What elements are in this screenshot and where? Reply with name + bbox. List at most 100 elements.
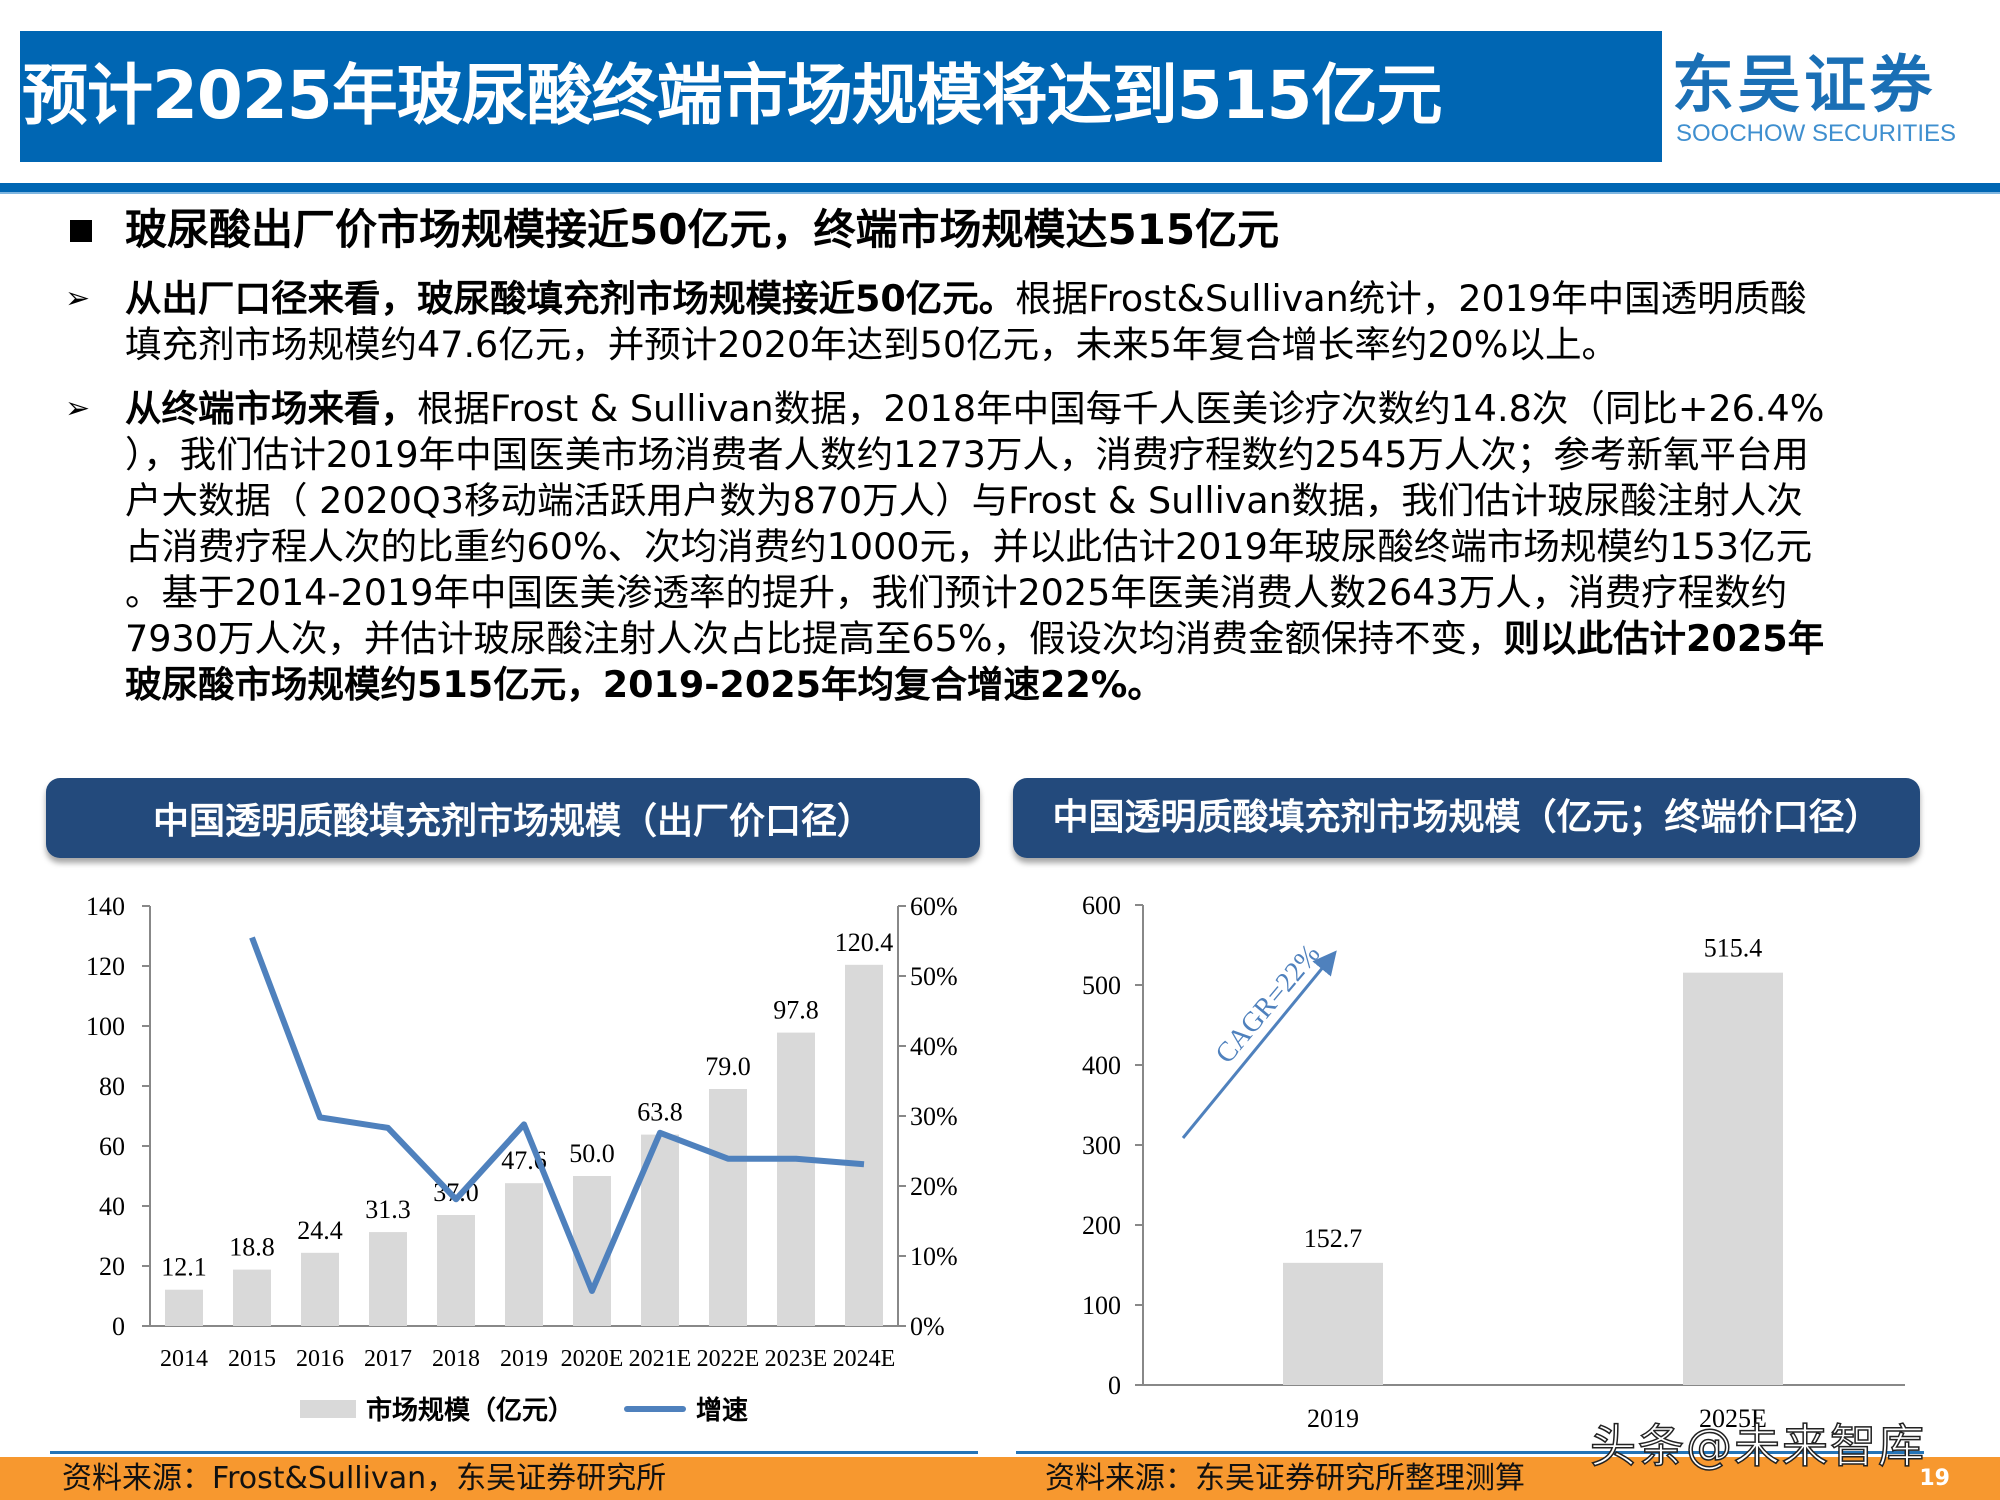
company-logo-cn: 东吴证券	[1672, 48, 1937, 121]
bar	[777, 1032, 815, 1326]
right-chart-plot: 0 100 200 300 400 500 600 152.7 2019 515.4 2025E CA…	[1082, 891, 1905, 1433]
bar	[301, 1252, 339, 1326]
y-tick-label: 40	[99, 1192, 125, 1221]
square-bullet-icon	[70, 220, 92, 242]
y-tick-label: 80	[99, 1072, 125, 1101]
right-source-note: 资料来源：东吴证券研究所整理测算	[1045, 1461, 1525, 1496]
bar-value-label: 18.8	[229, 1233, 275, 1262]
bullet2-line6: 7930万人次，并估计玻尿酸注射人次占比提高至65%，假设次均消费金额保持不变，	[125, 617, 1504, 660]
legend-bar-swatch-icon	[300, 1399, 356, 1418]
x-tick-label: 2019	[1307, 1404, 1359, 1433]
y2-tick-label: 0%	[910, 1312, 945, 1341]
y-tick-label: 300	[1082, 1131, 1121, 1160]
arrow-bullet-icon: ➢	[65, 281, 91, 316]
legend-line-label: 增速	[696, 1396, 749, 1426]
x-tick-label: 2019	[500, 1346, 548, 1372]
y-tick-label: 60	[99, 1132, 125, 1161]
section-heading: 玻尿酸出厂价市场规模接近50亿元，终端市场规模达515亿元	[125, 205, 1280, 254]
watermark: 头条@未来智库	[1589, 1418, 1926, 1474]
bullet2-bold: 从终端市场来看，	[125, 387, 417, 430]
left-chart-legend: 市场规模（亿元） 增速	[300, 1390, 748, 1427]
bar	[573, 1176, 611, 1326]
y-tick-label: 600	[1082, 891, 1121, 920]
header-divider	[0, 183, 2000, 192]
bullet2-line4: 占消费疗程人次的比重约60%、次均消费约1000元，并以此估计2019年玻尿酸终…	[125, 525, 1813, 568]
bullet-paragraph-2: 从终端市场来看，根据Frost & Sullivan数据，2018年中国每千人医…	[125, 386, 1925, 708]
x-tick-label: 2025E	[1699, 1404, 1767, 1433]
bullet1-bold: 从出厂口径来看，玻尿酸填充剂市场规模接近50亿元。	[125, 277, 1016, 320]
bar-value-label: 120.4	[835, 928, 894, 957]
right-bar-chart: 0 100 200 300 400 500 600 152.7 2019 515.4 2025E CA…	[1082, 891, 1905, 1433]
legend-line-swatch-icon	[624, 1405, 687, 1412]
bullet2-line2: ），我们估计2019年中国医美市场消费者人数约1273万人，消费疗程数约2545…	[125, 433, 1809, 476]
right-source-divider	[1016, 1451, 1924, 1454]
footer-band	[0, 1457, 2000, 1500]
bar	[845, 964, 883, 1326]
bar-value-label: 97.8	[773, 996, 819, 1025]
bar-value-label: 50.0	[569, 1139, 615, 1168]
bullet2-line7-bold: 玻尿酸市场规模约515亿元，2019-2025年均复合增速22%。	[125, 663, 1164, 706]
right-chart-title: 中国透明质酸填充剂市场规模（亿元；终端价口径）	[1013, 778, 1920, 858]
y-tick-label: 200	[1082, 1211, 1121, 1240]
company-logo-en: SOOCHOW SECURITIES	[1676, 120, 1957, 147]
bar	[369, 1232, 407, 1326]
header-divider-light	[0, 192, 2000, 194]
arrow-bullet-icon: ➢	[65, 391, 91, 426]
bar	[505, 1183, 543, 1326]
y2-tick-label: 30%	[910, 1102, 958, 1131]
bullet2-line5: 。基于2014-2019年中国医美渗透率的提升，我们预计2025年医美消费人数2…	[125, 571, 1788, 614]
page-number: 19	[1919, 1466, 1950, 1491]
x-tick-label: 2016	[296, 1346, 344, 1372]
x-tick-label: 2017	[364, 1346, 412, 1372]
cagr-annotation: CAGR=22%	[1210, 939, 1327, 1070]
bar-value-label: 152.7	[1304, 1224, 1363, 1253]
x-tick-label: 2022E	[697, 1346, 760, 1372]
page-title: 预计2025年玻尿酸终端市场规模将达到515亿元	[22, 57, 1442, 134]
title-bar	[20, 31, 1662, 162]
bar-value-label: 63.8	[637, 1098, 683, 1127]
bullet-paragraph-1: 从出厂口径来看，玻尿酸填充剂市场规模接近50亿元。根据Frost&Sulliva…	[125, 276, 1925, 368]
bar	[709, 1089, 747, 1326]
x-tick-label: 2021E	[629, 1346, 692, 1372]
cagr-arrow-icon	[1181, 950, 1337, 1139]
y2-tick-label: 60%	[910, 892, 958, 921]
bar	[1683, 972, 1783, 1385]
bar-value-label: 24.4	[297, 1216, 343, 1245]
y-tick-label: 0	[112, 1312, 125, 1341]
bar	[233, 1269, 271, 1326]
bullet2-line6-bold: 则以此估计2025年	[1503, 617, 1825, 660]
y-tick-label: 500	[1082, 971, 1121, 1000]
y2-tick-label: 50%	[910, 962, 958, 991]
bullet1-line2: 填充剂市场规模约47.6亿元，并预计2020年达到50亿元，未来5年复合增长率约…	[125, 323, 1618, 366]
left-source-note: 资料来源：Frost&Sullivan，东吴证券研究所	[62, 1461, 667, 1496]
left-chart-title: 中国透明质酸填充剂市场规模（出厂价口径）	[46, 778, 980, 858]
left-combo-chart: 0 20 40 60 80 100 120 140 0% 10% 20% 30% 40% 50% 60% 12…	[86, 892, 958, 1372]
y2-tick-label: 20%	[910, 1172, 958, 1201]
y-tick-label: 20	[99, 1252, 125, 1281]
y2-tick-label: 40%	[910, 1032, 958, 1061]
x-tick-label: 2020E	[561, 1346, 624, 1372]
y-tick-label: 400	[1082, 1051, 1121, 1080]
bar	[165, 1289, 203, 1326]
y-tick-label: 0	[1108, 1371, 1121, 1400]
left-chart-plot: 0 20 40 60 80 100 120 140 0% 10% 20% 30% 40% 50% 60% 12…	[86, 892, 958, 1372]
bar	[1283, 1262, 1383, 1385]
y-tick-label: 120	[86, 952, 125, 981]
x-tick-label: 2023E	[765, 1346, 828, 1372]
bullet1-text: 根据Frost&Sullivan统计，2019年中国透明质酸	[1015, 277, 1807, 320]
bar	[437, 1215, 475, 1326]
y-tick-label: 100	[1082, 1291, 1121, 1320]
bar-value-label: 515.4	[1704, 934, 1763, 963]
x-tick-label: 2018	[432, 1346, 480, 1372]
legend-bar-label: 市场规模（亿元）	[366, 1396, 575, 1426]
bar-value-label: 31.3	[365, 1195, 411, 1224]
y2-tick-label: 10%	[910, 1242, 958, 1271]
bar-value-label: 12.1	[161, 1253, 207, 1282]
y-tick-label: 100	[86, 1012, 125, 1041]
growth-line	[249, 936, 865, 1294]
x-tick-label: 2024E	[833, 1346, 896, 1372]
bullet2-text: 根据Frost & Sullivan数据，2018年中国每千人医美诊疗次数约14…	[417, 387, 1825, 430]
x-tick-label: 2015	[228, 1346, 276, 1372]
left-source-divider	[50, 1451, 978, 1454]
x-tick-label: 2014	[160, 1346, 208, 1372]
